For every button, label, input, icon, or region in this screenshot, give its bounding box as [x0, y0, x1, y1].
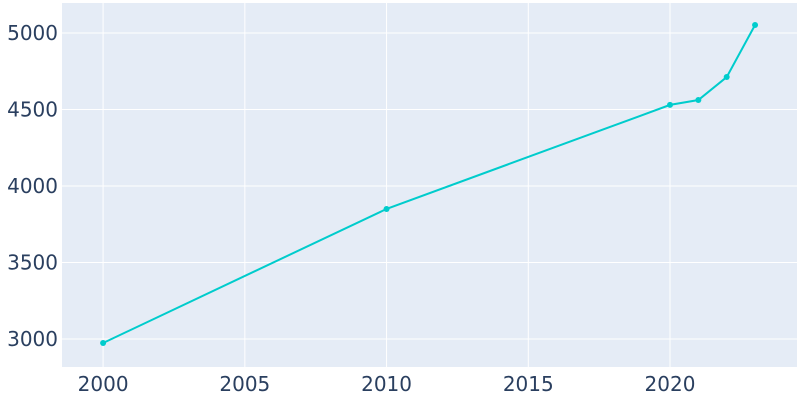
- x-tick-label: 2020: [645, 372, 696, 396]
- y-tick-label: 3500: [7, 250, 58, 274]
- point: [723, 74, 730, 81]
- y-tick-label: 4500: [7, 97, 58, 121]
- y-tick-label: 5000: [7, 21, 58, 45]
- y-tick-label: 4000: [7, 174, 58, 198]
- point: [752, 22, 759, 29]
- plot-area: [62, 3, 797, 367]
- x-tick-label: 2010: [361, 372, 412, 396]
- point: [100, 339, 107, 346]
- x-tick-label: 2015: [503, 372, 554, 396]
- x-tick-label: 2000: [78, 372, 129, 396]
- point: [383, 205, 390, 212]
- y-tick-label: 3000: [7, 327, 58, 351]
- point: [667, 101, 674, 108]
- point: [695, 97, 702, 104]
- x-tick-label: 2005: [219, 372, 270, 396]
- line: [102, 24, 756, 344]
